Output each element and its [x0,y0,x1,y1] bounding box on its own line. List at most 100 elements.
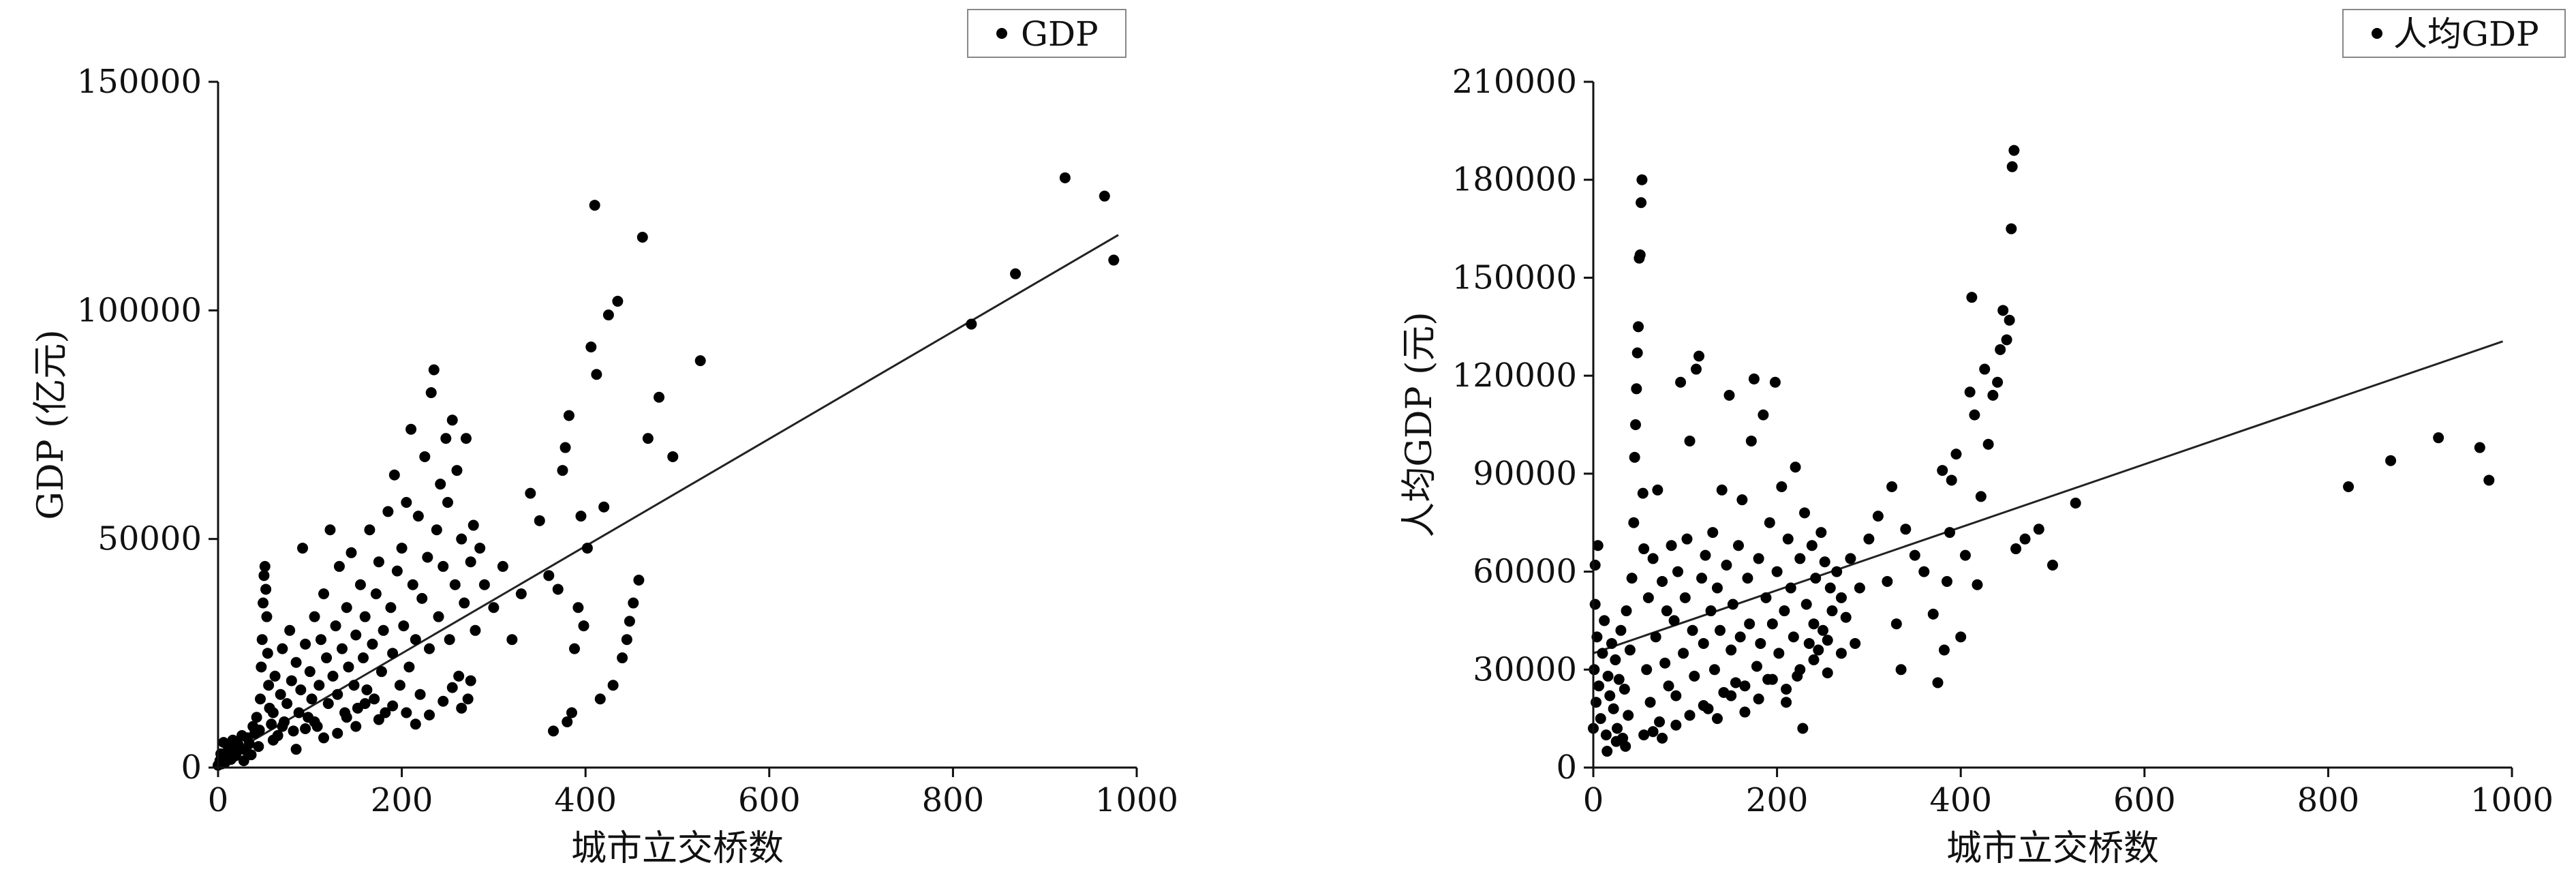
data-point [2019,533,2031,545]
data-point [1751,661,1762,672]
data-point [1927,608,1939,620]
data-point [1819,556,1830,568]
data-point [1636,197,1647,209]
data-point [1059,172,1071,183]
data-point [1863,533,1875,545]
data-point [1890,618,1902,630]
data-point [497,560,508,572]
data-point [359,611,371,622]
y-tick-label: 90000 [1473,455,1577,493]
data-point [1657,575,1668,587]
data-point [267,734,279,746]
data-point [1637,487,1649,499]
data-point [1705,605,1717,617]
data-point [1742,573,1753,584]
data-point [387,700,399,712]
data-point [453,670,465,682]
data-point [465,675,476,686]
data-point [373,714,384,725]
data-point [382,506,394,517]
data-point [433,611,444,622]
trend-line [1593,340,2504,654]
data-point [410,634,421,646]
data-point [459,597,470,609]
data-point [1782,533,1794,545]
data-point [1822,667,1833,679]
data-point [478,579,490,590]
data-point [1726,690,1737,701]
data-point [572,602,584,614]
data-point [1794,664,1806,676]
data-point [422,551,433,563]
data-point [467,519,479,531]
data-point [2385,455,2397,466]
data-point [1975,491,1987,502]
data-point [1591,697,1602,708]
data-point [451,465,463,476]
data-point [428,364,440,376]
data-point [1626,573,1638,584]
data-point [1631,383,1642,395]
data-point [2004,314,2015,326]
data-point [2010,543,2022,555]
data-point [1644,697,1656,708]
x-tick-label: 0 [1583,781,1604,819]
x-tick-label: 600 [2113,781,2176,819]
data-point [1771,566,1783,577]
data-point [1652,484,1663,496]
data-point [1824,582,1836,594]
data-point [414,688,426,700]
data-point [1781,684,1792,695]
data-point [1690,363,1702,375]
data-point [575,511,587,522]
data-point [261,611,273,622]
data-point [1845,553,1856,564]
data-point [1708,664,1720,676]
data-point [1872,511,1884,522]
data-point [585,341,597,352]
data-point [1987,389,1999,401]
data-point [1808,618,1820,630]
y-axis-title: GDP (亿元) [31,329,72,519]
data-point [405,423,417,435]
data-point [1661,605,1672,617]
data-point [1641,664,1653,676]
data-point [525,487,536,499]
data-point [2001,334,2012,346]
data-point [1629,451,1640,463]
data-point [617,652,628,664]
legend-box [967,9,1126,58]
data-point [474,543,486,554]
data-point [375,666,387,678]
data-point [1654,716,1666,727]
data-point [1707,527,1719,539]
data-point [456,533,467,545]
data-point [332,727,343,739]
y-tick-label: 150000 [77,63,202,101]
data-point [578,620,589,632]
data-point [1623,710,1634,721]
data-point [385,602,397,614]
data-point [462,693,474,705]
x-tick-label: 800 [922,781,985,819]
data-point [1620,740,1631,752]
x-axis-title: 城市立交桥数 [1946,828,2159,869]
data-point [251,712,262,723]
data-point [1766,673,1778,685]
data-point [694,355,706,367]
data-point [1803,637,1815,649]
data-point [288,725,299,737]
data-point [1108,254,1120,266]
data-point [1755,637,1766,649]
y-tick-label: 120000 [1452,357,1577,395]
data-point [1730,677,1741,688]
data-point [559,442,571,453]
data-point [1886,481,1898,493]
x-tick-label: 200 [1746,781,1809,819]
axes-layer [217,82,1137,769]
legend-label: GDP [1021,14,1099,54]
data-point [258,597,269,609]
data-point [1732,540,1744,551]
data-point [332,688,343,700]
